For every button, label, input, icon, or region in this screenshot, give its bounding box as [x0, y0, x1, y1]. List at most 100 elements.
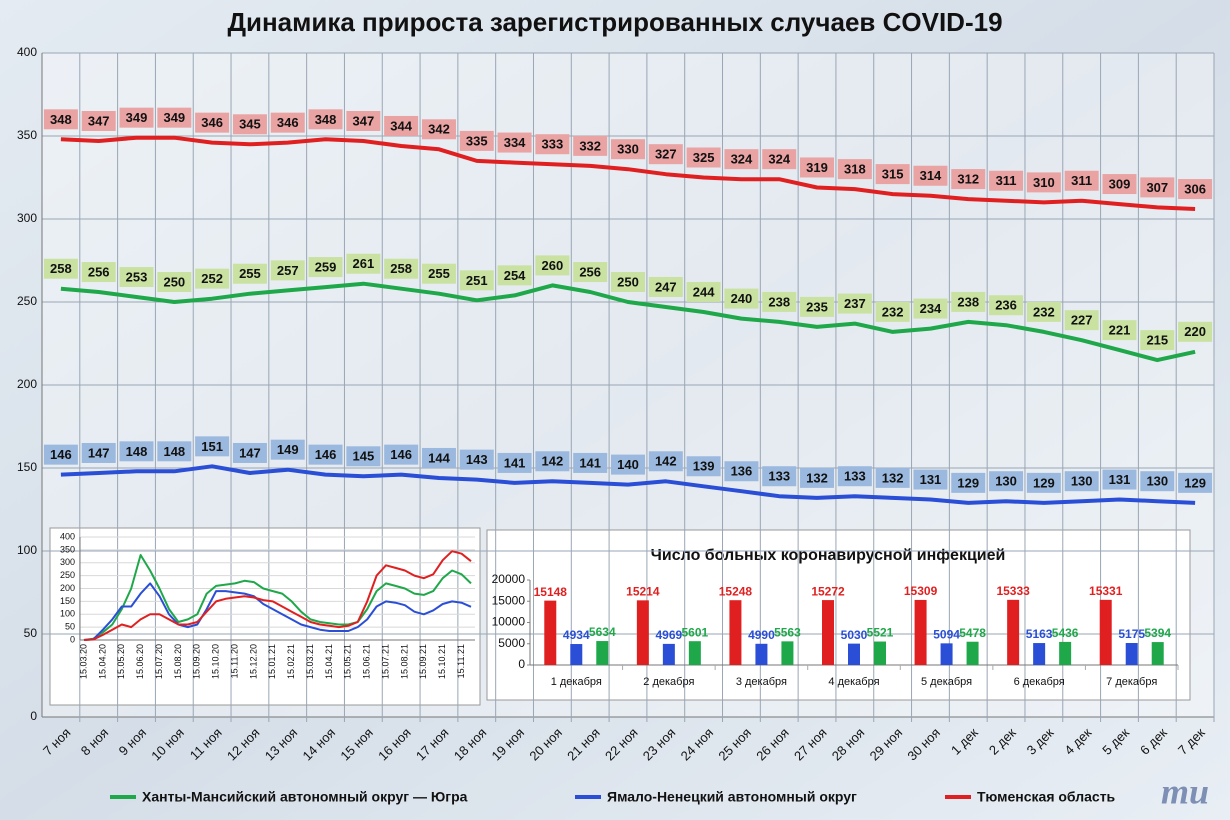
data-label-box — [1140, 177, 1175, 198]
data-label-box — [724, 149, 759, 170]
data-label-box — [232, 263, 267, 284]
y-tick-label: 50 — [24, 626, 38, 640]
data-label: 334 — [504, 135, 526, 150]
data-label-box — [686, 281, 721, 302]
data-label-box — [611, 454, 645, 475]
data-label-box — [270, 439, 305, 460]
y-tick-label: 100 — [60, 609, 75, 619]
data-label-box — [81, 262, 116, 283]
data-label: 133 — [844, 469, 866, 484]
data-label-box — [346, 110, 381, 131]
y-tick-label: 150 — [60, 596, 75, 606]
data-label-box — [43, 258, 78, 279]
data-label: 307 — [1146, 180, 1168, 195]
data-label: 319 — [806, 160, 828, 175]
data-label: 236 — [995, 298, 1017, 313]
data-label: 311 — [996, 173, 1017, 188]
data-label-box — [724, 461, 759, 482]
bar — [1151, 642, 1164, 665]
bar — [1033, 643, 1046, 665]
data-label: 220 — [1184, 324, 1206, 339]
y-tick-label: 150 — [17, 460, 37, 474]
y-tick-label: 0 — [518, 657, 525, 671]
data-label: 349 — [163, 110, 185, 125]
data-label: 144 — [428, 450, 450, 465]
y-tick-label: 0 — [30, 709, 37, 723]
data-label: 15309 — [904, 584, 938, 598]
x-tick-label: 15.04.21 — [324, 644, 334, 679]
bar — [729, 600, 742, 665]
data-label: 215 — [1146, 333, 1168, 348]
x-tick-label: 15.05.20 — [116, 644, 126, 679]
y-tick-label: 300 — [60, 557, 75, 567]
data-label-box — [535, 134, 570, 155]
x-tick-label: 15.12.20 — [248, 644, 258, 679]
data-label-box — [1064, 471, 1099, 492]
data-label: 142 — [655, 454, 677, 469]
data-label: 131 — [1109, 472, 1131, 487]
data-label: 133 — [768, 469, 790, 484]
data-label: 5163 — [1026, 627, 1053, 641]
data-label: 146 — [315, 447, 337, 462]
data-label: 232 — [882, 304, 904, 319]
y-tick-label: 20000 — [492, 572, 526, 586]
data-label: 348 — [315, 112, 337, 127]
data-label-box — [951, 291, 986, 312]
logo: mu — [1161, 771, 1209, 811]
series-line — [60, 281, 1196, 363]
data-label: 330 — [617, 142, 639, 157]
data-label-box — [648, 276, 683, 297]
data-label: 147 — [239, 445, 261, 460]
data-label-box — [875, 164, 910, 185]
chart-title: Число больных коронавирусной инфекцией — [651, 547, 1006, 564]
data-label-box — [497, 265, 532, 286]
data-label: 5521 — [867, 626, 894, 640]
data-label: 235 — [806, 299, 828, 314]
data-label-box — [913, 298, 948, 319]
x-tick-label: 7 декабря — [1106, 676, 1157, 688]
y-tick-label: 250 — [17, 294, 37, 308]
y-tick-label: 250 — [60, 570, 75, 580]
data-label: 130 — [1146, 474, 1168, 489]
data-label-box — [119, 441, 154, 462]
data-label: 238 — [957, 294, 979, 309]
data-label-box — [81, 442, 116, 463]
chart-title: Динамика прироста зарегистрированных слу… — [227, 7, 1002, 37]
data-label-box — [384, 444, 419, 465]
data-label-box — [611, 139, 645, 160]
x-tick-label: 1 декабря — [551, 676, 602, 688]
data-label-box — [81, 110, 116, 131]
bar — [636, 600, 649, 665]
bar — [781, 641, 794, 665]
data-label-box — [43, 444, 78, 465]
data-label-box — [157, 272, 192, 292]
data-label: 255 — [239, 266, 261, 281]
data-label-box — [195, 268, 230, 289]
y-tick-label: 15000 — [492, 593, 526, 607]
data-label-box — [308, 257, 343, 278]
x-tick-label: 15.09.20 — [192, 644, 202, 679]
bar — [1099, 599, 1112, 665]
data-label: 324 — [768, 152, 790, 167]
data-label: 151 — [201, 439, 223, 454]
data-label-box — [1026, 301, 1061, 322]
x-tick-label: 15.09.21 — [418, 644, 428, 679]
data-label: 232 — [1033, 304, 1055, 319]
data-label: 247 — [655, 279, 677, 294]
data-label-box — [346, 446, 381, 467]
data-label: 250 — [163, 274, 185, 289]
data-label: 260 — [542, 258, 564, 273]
data-label-box — [724, 288, 759, 309]
bar — [1007, 599, 1020, 665]
data-label: 258 — [50, 261, 72, 276]
data-label-box — [573, 452, 608, 473]
x-tick-label: 15.11.20 — [229, 644, 239, 678]
bar — [755, 643, 768, 665]
data-label-box — [308, 444, 343, 465]
data-label: 327 — [655, 147, 677, 162]
data-label-box — [1178, 321, 1213, 342]
data-label-box — [1064, 310, 1099, 331]
x-tick-label: 5 декабря — [921, 676, 972, 688]
data-label: 5436 — [1052, 626, 1079, 640]
y-tick-label: 5000 — [498, 636, 525, 650]
